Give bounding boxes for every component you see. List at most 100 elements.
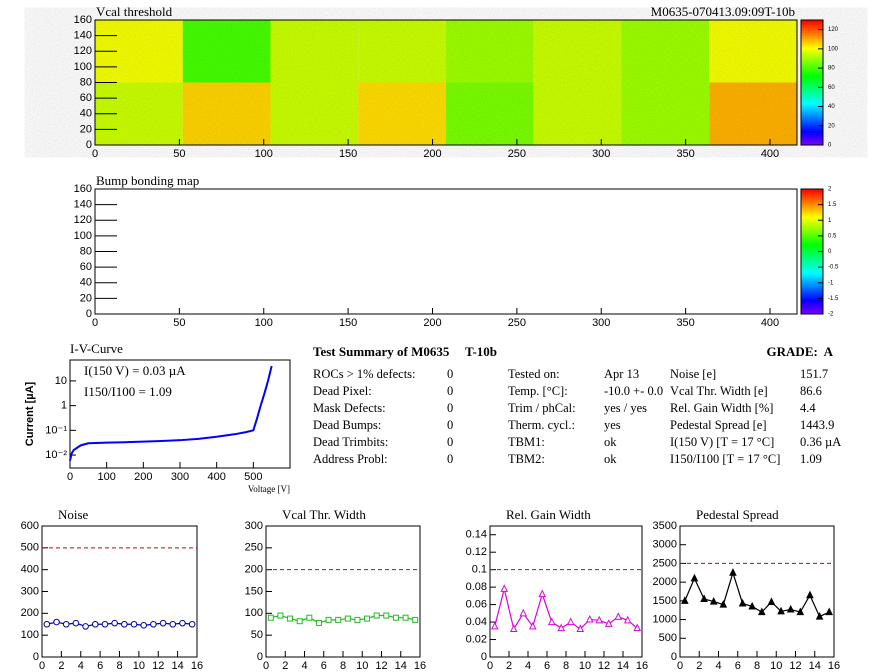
colorbar-strip: [801, 84, 823, 88]
summary-value: 0: [447, 367, 454, 381]
x-tick-label: 16: [414, 660, 426, 672]
plot-frame: [94, 188, 798, 315]
x-tick-label: 12: [375, 660, 387, 672]
colorbar-strip: [801, 90, 823, 94]
colorbar-strip: [801, 101, 823, 104]
summary-tag: T-10b: [465, 344, 498, 359]
colorbar-strip: [801, 295, 823, 298]
summary-value: -10.0 +- 0.0: [604, 384, 664, 398]
summary-value: yes / yes: [604, 401, 648, 415]
marker: [748, 601, 756, 610]
x-tick-label: 16: [191, 660, 203, 672]
data-line: [46, 621, 193, 628]
colorbar-strip: [801, 34, 823, 38]
marker: [169, 620, 177, 628]
colorbar-strip: [801, 205, 823, 209]
z-tick-label: 20: [828, 123, 835, 129]
z-tick-label: 60: [828, 85, 835, 91]
plot-frame: [489, 525, 643, 658]
plot-frame: [41, 525, 198, 658]
summary-value: 4.4: [800, 401, 816, 415]
marker: [500, 584, 509, 592]
x-tick-label: 350: [676, 317, 694, 329]
colorbar-strip: [801, 266, 823, 269]
plot-frame: [69, 359, 291, 469]
colorbar-strip: [801, 189, 823, 192]
colorbar-strip: [801, 289, 823, 292]
z-tick-label: 100: [828, 46, 839, 52]
pixel-texture: [95, 20, 797, 145]
marker: [690, 573, 699, 582]
summary-label: Dead Pixel:: [313, 384, 372, 398]
colorbar-strip: [801, 191, 823, 194]
marker: [62, 620, 70, 628]
colorbar-strip: [801, 311, 823, 315]
x-tick-label: 400: [207, 471, 225, 483]
x-tick-label: 4: [525, 660, 531, 672]
x-tick-label: 6: [544, 660, 550, 672]
colorbar-strip: [801, 120, 823, 123]
marker: [140, 622, 148, 629]
y-tick-label: 250: [245, 542, 263, 554]
marker: [538, 589, 547, 598]
x-tick-label: 8: [116, 660, 122, 672]
y-tick-label: 3000: [653, 539, 677, 551]
marker: [633, 623, 642, 632]
colorbar-strip: [801, 291, 823, 294]
colorbar-strip: [801, 78, 823, 81]
summary-value: ok: [604, 452, 617, 466]
y-tick-label: 500: [659, 632, 677, 644]
x-tick-label: 2: [696, 660, 702, 672]
y-tick-label: 500: [21, 542, 39, 554]
summary-value: ok: [604, 435, 617, 449]
colorbar-strip: [801, 67, 823, 71]
colorbar-strip: [801, 107, 823, 111]
colorbar-strip: [801, 274, 823, 277]
x-tick-label: 300: [592, 148, 610, 160]
z-tick-label: 40: [828, 104, 835, 110]
chart-label: M0635-070413.09:09T-10b: [651, 4, 795, 19]
plot-frame: [94, 19, 798, 146]
marker: [614, 612, 623, 620]
chart-title: Noise: [58, 507, 89, 522]
x-tick-label: 250: [508, 148, 526, 160]
summary-value: 0: [447, 452, 454, 466]
y-tick-label: 100: [245, 607, 263, 619]
x-tick-label: 0: [67, 471, 73, 483]
colorbar-strip: [801, 216, 823, 219]
y-tick-label: 0.04: [466, 616, 487, 628]
summary-value: 151.7: [800, 367, 829, 381]
x-tick-label: 500: [244, 471, 262, 483]
x-tick-label: 16: [828, 660, 840, 672]
summary-value: 0: [447, 384, 454, 398]
colorbar-strip: [801, 42, 823, 46]
summary-label: Noise [e]: [670, 367, 717, 381]
marker: [130, 620, 138, 628]
summary-label: I(150 V) [T = 17 °C]: [670, 435, 775, 449]
marker: [72, 619, 80, 627]
colorbar-strip: [801, 95, 823, 98]
y-tick-label: 600: [21, 520, 39, 532]
colorbar-strip: [801, 117, 823, 121]
colorbar-strip: [801, 203, 823, 207]
marker: [267, 614, 274, 621]
colorbar-strip: [801, 278, 823, 282]
summary-value: 86.6: [800, 384, 822, 398]
colorbar-strip: [801, 228, 823, 232]
marker: [490, 621, 499, 630]
y-tick-label: 100: [74, 230, 92, 242]
marker: [82, 623, 89, 630]
x-tick-label: 16: [636, 660, 648, 672]
marker: [111, 619, 118, 627]
y-tick-label: 100: [74, 61, 92, 73]
x-tick-label: 12: [152, 660, 164, 672]
data-line: [684, 570, 830, 618]
z-tick-label: -2: [828, 312, 834, 318]
x-tick-label: 0: [487, 660, 493, 672]
summary-label: Vcal Thr. Width [e]: [670, 384, 768, 398]
colorbar-strip: [801, 130, 823, 133]
colorbar-strip: [801, 293, 823, 296]
summary-value: 0: [447, 401, 454, 415]
x-tick-label: 14: [809, 660, 821, 672]
x-tick-label: 200: [423, 317, 441, 329]
